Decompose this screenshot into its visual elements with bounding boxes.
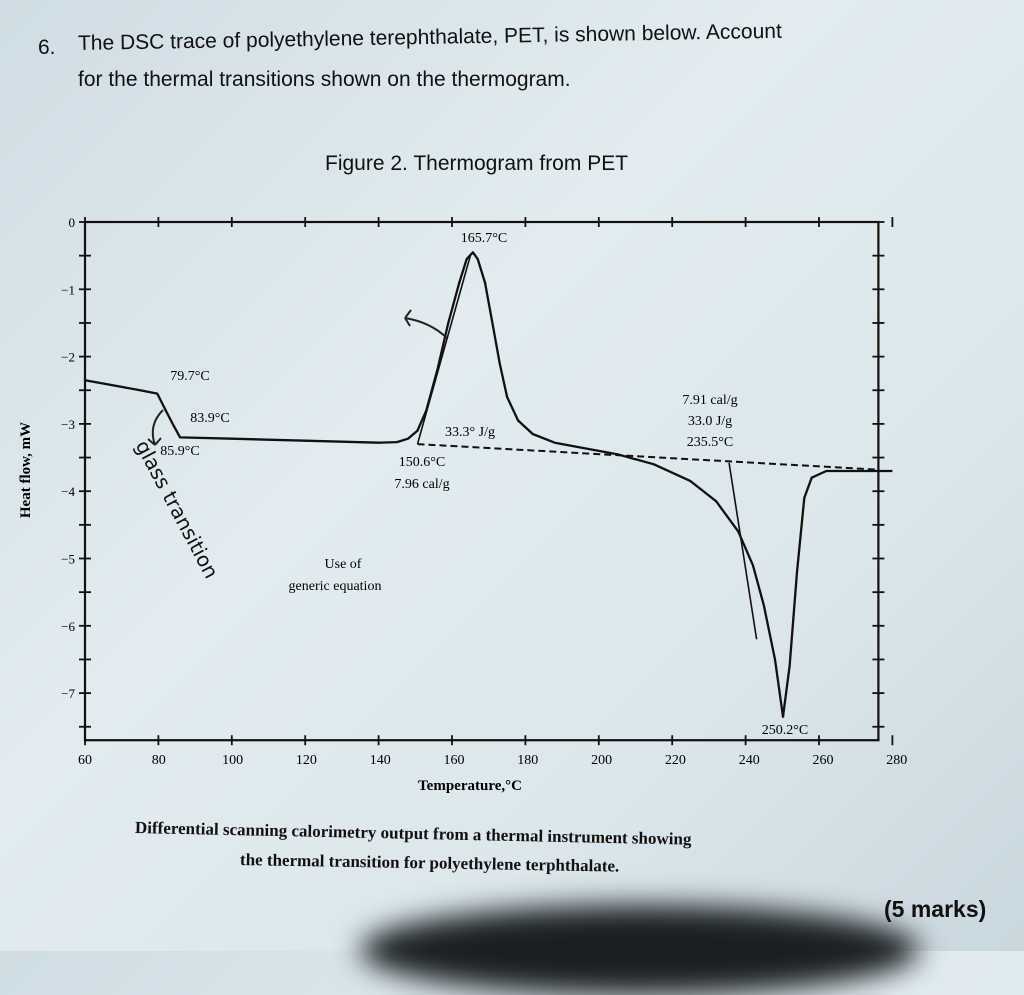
question-text-line2: for the thermal transitions shown on the… bbox=[78, 68, 571, 91]
figure-title: Figure 2. Thermogram from PET bbox=[325, 152, 629, 175]
y-tick-label: −5 bbox=[61, 552, 75, 567]
label-83-9: 83.9°C bbox=[190, 411, 229, 426]
label-use-of: Use of bbox=[325, 557, 362, 572]
data-point bbox=[483, 281, 487, 284]
x-tick-label: 260 bbox=[813, 753, 834, 768]
label-85-9: 85.9°C bbox=[160, 444, 199, 459]
y-tick-label: −3 bbox=[61, 417, 75, 432]
y-tick-label: −4 bbox=[61, 484, 75, 499]
x-tick-label: 60 bbox=[78, 753, 92, 768]
label-generic-equation: generic equation bbox=[289, 579, 382, 594]
data-point bbox=[810, 476, 813, 479]
question-number: 6. bbox=[38, 36, 56, 59]
data-point bbox=[304, 439, 307, 442]
label-235-5: 235.5°C bbox=[687, 435, 733, 450]
label-7-91: 7.91 cal/g bbox=[682, 393, 737, 408]
x-tick-label: 280 bbox=[886, 753, 907, 768]
x-tick-label: 100 bbox=[222, 753, 243, 768]
x-axis-label: Temperature,°C bbox=[418, 778, 522, 794]
x-tick-label: 140 bbox=[370, 753, 391, 768]
x-tick-label: 220 bbox=[665, 753, 686, 768]
data-point bbox=[737, 530, 740, 533]
baseline-dashed bbox=[417, 443, 879, 471]
label-165-7: 165.7°C bbox=[461, 231, 507, 246]
label-33-0-jg: 33.0 J/g bbox=[688, 414, 732, 429]
x-tick-label: 180 bbox=[517, 753, 538, 768]
x-tick-label: 120 bbox=[296, 753, 317, 768]
chart-axes bbox=[79, 217, 894, 746]
label-250-2: 250.2°C bbox=[762, 723, 808, 738]
dsc-thermogram-chart: 60 80 100 120 140 160 180 200 220 240 260 280 0 −1 −2 −… bbox=[18, 215, 907, 794]
plot-frame bbox=[83, 220, 880, 742]
handwritten-arrow-glass bbox=[147, 409, 164, 446]
y-tick-label: −6 bbox=[61, 619, 75, 634]
data-point bbox=[458, 281, 461, 284]
x-tick-label: 240 bbox=[739, 753, 760, 768]
handwritten-arrow bbox=[404, 309, 448, 339]
data-point bbox=[164, 409, 167, 412]
data-point bbox=[416, 429, 419, 432]
y-axis-label: Heat flow, mW bbox=[18, 422, 34, 518]
y-tick-label: −1 bbox=[61, 282, 75, 297]
y-tick-label: 0 bbox=[69, 215, 76, 230]
data-point bbox=[516, 419, 520, 422]
x-tick-label: 200 bbox=[591, 753, 612, 768]
data-point bbox=[83, 378, 87, 382]
label-33-3-jg: 33.3° J/g bbox=[445, 425, 495, 440]
dsc-curve bbox=[84, 251, 893, 718]
label-150-6: 150.6°C bbox=[399, 455, 445, 470]
onset-tangent-melting bbox=[728, 462, 758, 640]
label-7-96: 7.96 cal/g bbox=[394, 477, 449, 492]
y-tick-label: −2 bbox=[61, 350, 75, 365]
marks-label: (5 marks) bbox=[884, 896, 987, 922]
data-point bbox=[781, 715, 785, 718]
y-tick-label: −7 bbox=[61, 686, 75, 701]
label-79-7: 79.7°C bbox=[170, 369, 209, 384]
x-tick-label: 160 bbox=[444, 753, 465, 768]
onset-tangent-crystallization bbox=[416, 255, 472, 445]
x-tick-label: 80 bbox=[152, 753, 166, 768]
